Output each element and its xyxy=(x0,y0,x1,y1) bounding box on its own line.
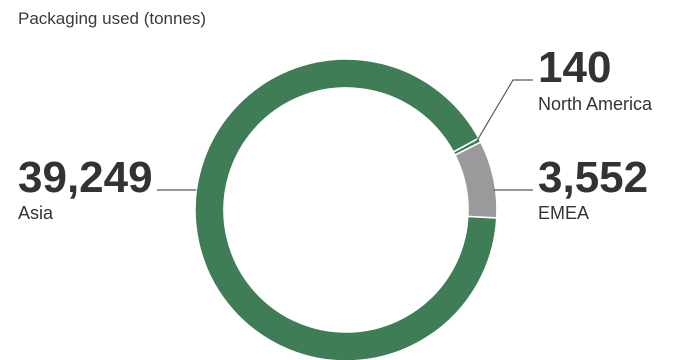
value-label-asia: 39,249 xyxy=(18,153,153,202)
slice-asia xyxy=(194,58,498,360)
value-label-north-america: 140 xyxy=(538,43,611,92)
category-label-asia: Asia xyxy=(18,203,54,223)
slice-north-america xyxy=(452,137,482,157)
leader-lines xyxy=(157,79,533,191)
chart-title: Packaging used (tonnes) xyxy=(18,9,206,28)
slice-emea xyxy=(453,140,498,219)
value-label-emea: 3,552 xyxy=(538,153,648,202)
category-label-north-america: North America xyxy=(538,94,653,114)
slices-layer xyxy=(194,58,498,360)
category-label-emea: EMEA xyxy=(538,203,589,223)
leader-north-america xyxy=(475,79,533,143)
